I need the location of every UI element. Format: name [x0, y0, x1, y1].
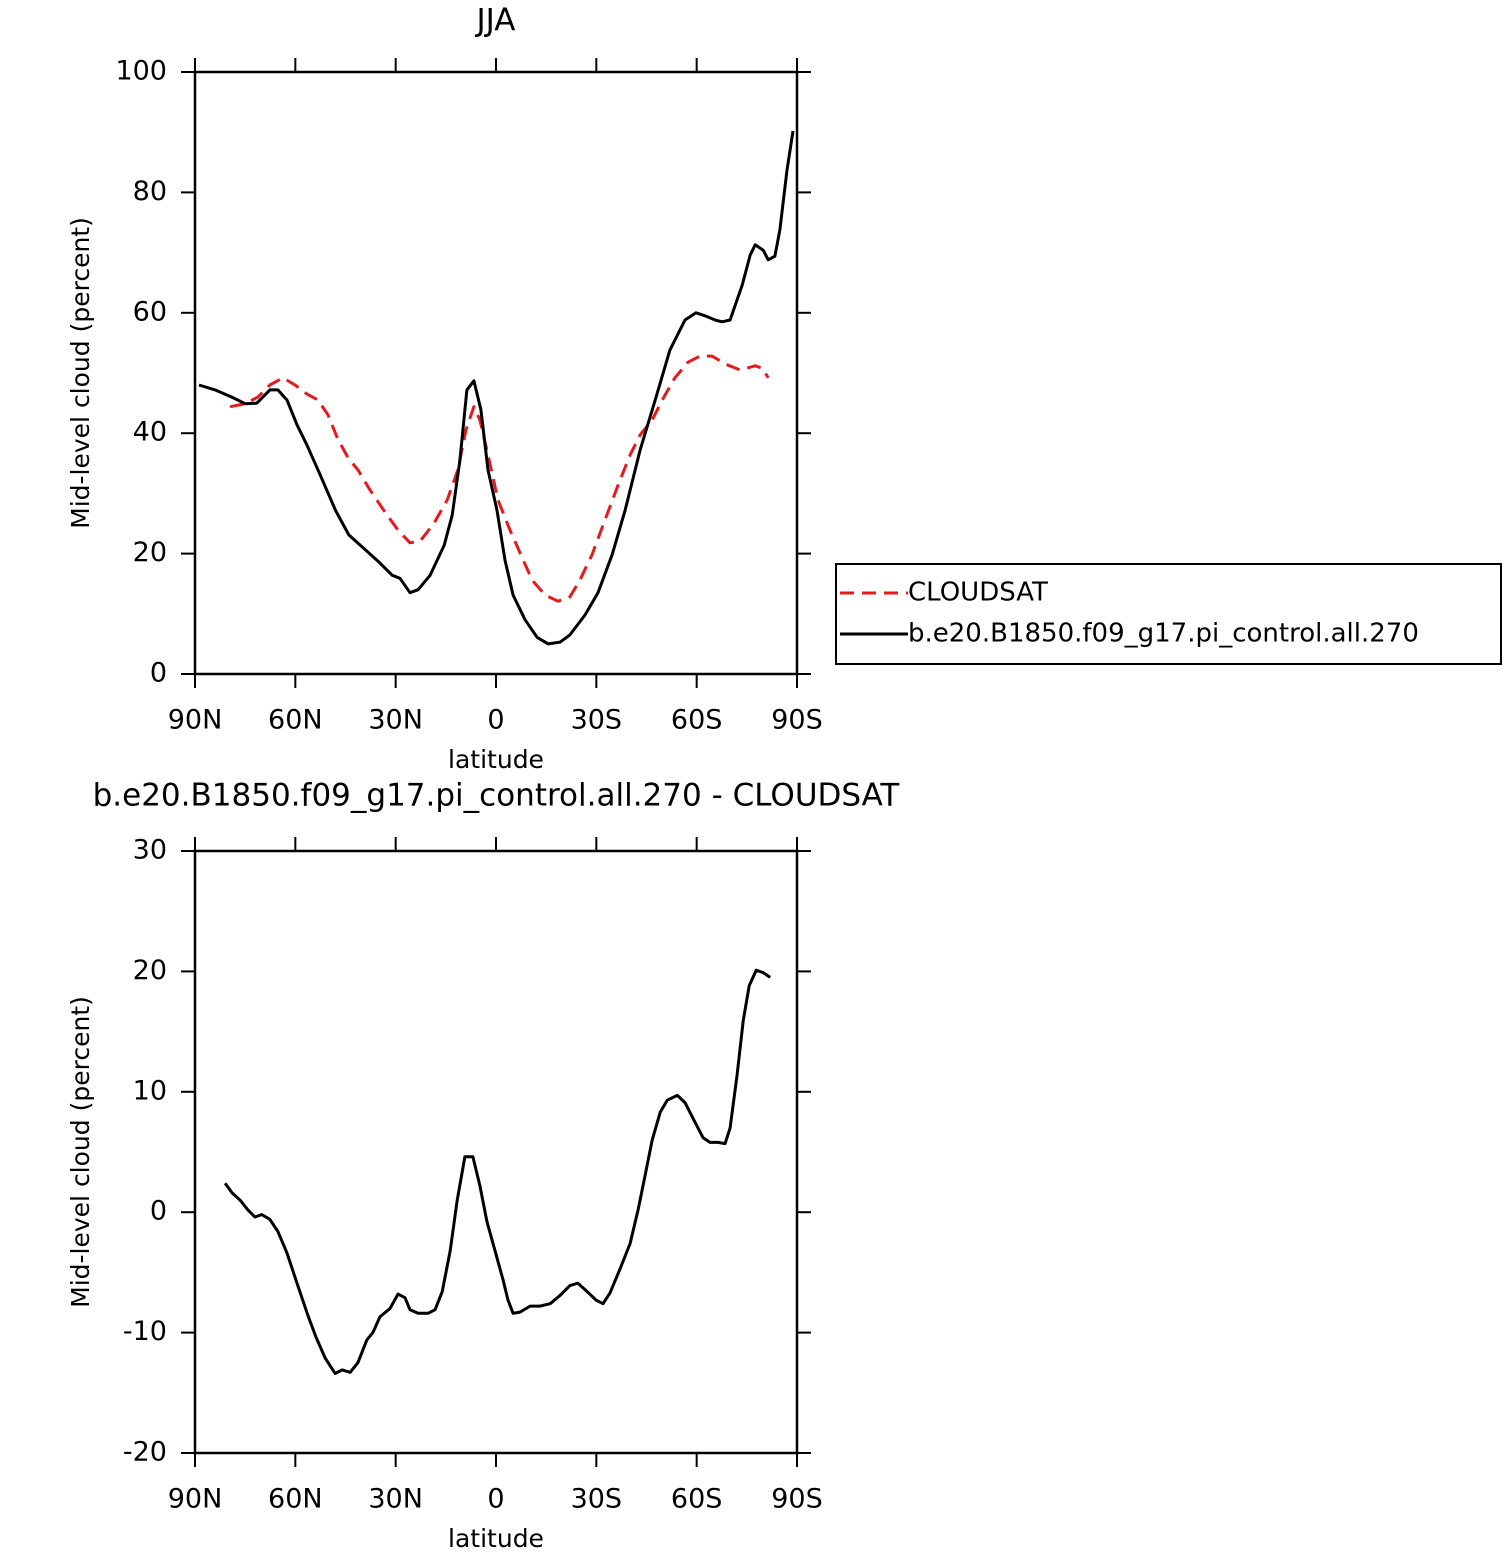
y-tick-label: 0 — [150, 658, 167, 689]
y-tick-label: -20 — [123, 1437, 167, 1468]
x-tick-label: 90S — [771, 1484, 823, 1515]
x-tick-label: 60N — [268, 705, 323, 736]
legend-box — [835, 563, 1502, 665]
y-tick-label: 60 — [133, 296, 167, 327]
x-tick-label: 60N — [268, 1484, 323, 1515]
plot-frame — [193, 849, 799, 1455]
y-tick-label: -10 — [123, 1316, 167, 1347]
y-axis-label: Mid-level cloud (percent) — [66, 217, 95, 529]
x-tick-label: 30S — [571, 705, 623, 736]
x-tick-label: 30N — [368, 705, 423, 736]
x-tick-label: 90N — [168, 1484, 223, 1515]
x-tick-label: 30N — [368, 1484, 423, 1515]
legend-label: b.e20.B1850.f09_g17.pi_control.all.270 — [908, 619, 1419, 649]
y-tick-label: 30 — [133, 835, 167, 866]
y-tick-label: 80 — [133, 176, 167, 207]
y-tick-label: 20 — [133, 955, 167, 986]
x-tick-label: 0 — [487, 705, 504, 736]
y-tick-label: 40 — [133, 417, 167, 448]
chart-title: b.e20.B1850.f09_g17.pi_control.all.270 -… — [93, 778, 901, 814]
data-line — [229, 354, 770, 603]
x-tick-label: 90N — [168, 705, 223, 736]
x-tick-label: 60S — [671, 1484, 723, 1515]
x-tick-label: 60S — [671, 705, 723, 736]
x-tick-label: 30S — [571, 1484, 623, 1515]
chart-title: JJA — [475, 3, 516, 39]
x-axis-label: latitude — [448, 1524, 544, 1553]
x-tick-label: 0 — [487, 1484, 504, 1515]
y-tick-label: 100 — [115, 56, 167, 87]
x-axis-label: latitude — [448, 745, 544, 774]
x-tick-label: 90S — [771, 705, 823, 736]
y-tick-label: 10 — [133, 1075, 167, 1106]
legend-label: CLOUDSAT — [908, 578, 1048, 608]
data-line — [198, 130, 795, 646]
y-axis-label: Mid-level cloud (percent) — [66, 996, 95, 1308]
y-tick-label: 20 — [133, 537, 167, 568]
data-line — [223, 968, 772, 1375]
y-tick-label: 0 — [150, 1196, 167, 1227]
plot-frame — [193, 70, 799, 676]
